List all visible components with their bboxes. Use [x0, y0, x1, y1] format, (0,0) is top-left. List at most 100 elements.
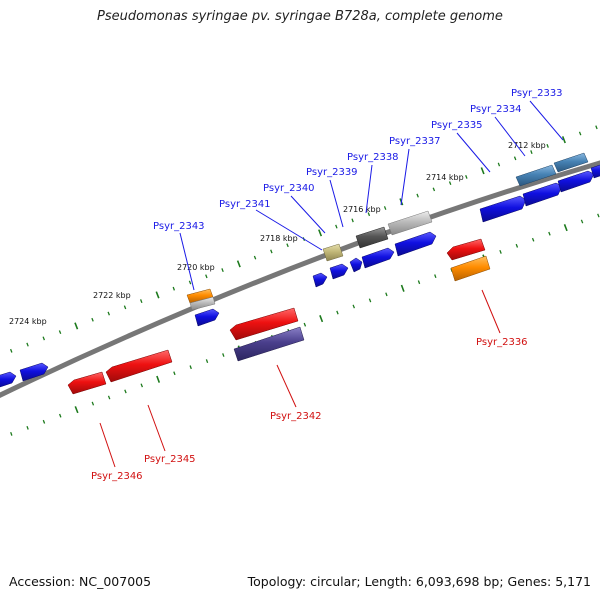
minor-tick	[448, 181, 452, 186]
gene-block[interactable]	[590, 164, 600, 179]
minor-tick	[530, 150, 533, 155]
minor-tick	[107, 311, 111, 316]
gene-block[interactable]	[387, 210, 433, 236]
leader-psyr-2337	[400, 148, 410, 206]
minor-tick	[531, 237, 535, 242]
gene-label-psyr-2333[interactable]: Psyr_2333	[511, 88, 563, 99]
gene-label-psyr-2345[interactable]: Psyr_2345	[144, 454, 196, 465]
minor-tick	[124, 389, 127, 394]
minor-tick	[513, 156, 517, 161]
minor-tick	[42, 419, 46, 424]
gene-label-psyr-2340[interactable]: Psyr_2340	[263, 183, 315, 194]
gene-block[interactable]	[479, 195, 527, 223]
leader-psyr-2339	[329, 179, 344, 228]
gene-blocks	[0, 152, 600, 395]
gene-block[interactable]	[394, 231, 437, 257]
leader-psyr-2346	[99, 422, 116, 468]
minor-tick	[10, 431, 13, 436]
gene-block[interactable]	[361, 247, 395, 269]
minor-tick	[546, 143, 549, 148]
minor-tick	[383, 206, 387, 210]
gene-label-psyr-2346[interactable]: Psyr_2346	[91, 471, 143, 482]
gene-block[interactable]	[557, 170, 595, 193]
minor-tick	[58, 330, 62, 335]
gene-block[interactable]	[189, 296, 216, 311]
gene-block[interactable]	[67, 371, 107, 395]
minor-tick	[515, 243, 519, 248]
gene-block[interactable]	[329, 263, 349, 280]
minor-tick	[417, 280, 421, 285]
tick-label-2724: 2724 kbp	[9, 317, 47, 326]
minor-tick	[205, 274, 208, 279]
gene-block[interactable]	[322, 243, 344, 262]
gene-block[interactable]	[312, 272, 328, 288]
tick-label-2712: 2712 kbp	[508, 141, 546, 150]
tick-track-top	[9, 125, 598, 353]
gene-block[interactable]	[355, 226, 389, 249]
minor-tick	[352, 304, 356, 309]
gene-block[interactable]	[450, 255, 491, 282]
major-tick	[74, 322, 79, 330]
leader-psyr-2343	[179, 232, 195, 291]
minor-tick	[497, 162, 501, 167]
gene-block[interactable]	[446, 238, 486, 261]
gene-block[interactable]	[515, 164, 557, 187]
minor-tick	[335, 224, 338, 229]
gene-label-psyr-2342[interactable]: Psyr_2342	[270, 411, 322, 422]
leader-psyr-2333	[529, 100, 564, 141]
minor-tick	[432, 187, 436, 192]
gene-label-psyr-2339[interactable]: Psyr_2339	[306, 167, 358, 178]
gene-label-psyr-2338[interactable]: Psyr_2338	[347, 152, 399, 163]
minor-tick	[385, 292, 388, 297]
major-tick	[318, 229, 323, 237]
major-tick	[156, 375, 161, 383]
tick-label-2714: 2714 kbp	[426, 173, 464, 182]
minor-tick	[9, 348, 13, 353]
minor-tick	[188, 280, 192, 285]
gene-block[interactable]	[553, 152, 589, 173]
tick-label-2720: 2720 kbp	[177, 263, 215, 272]
gene-block[interactable]	[233, 326, 305, 362]
gene-label-psyr-2335[interactable]: Psyr_2335	[431, 120, 483, 131]
minor-tick	[368, 298, 372, 303]
gene-block[interactable]	[194, 308, 220, 327]
gene-label-psyr-2337[interactable]: Psyr_2337	[389, 136, 441, 147]
gene-block[interactable]	[349, 257, 363, 273]
minor-tick	[91, 317, 94, 322]
minor-tick	[173, 371, 176, 376]
minor-tick	[303, 322, 307, 327]
minor-tick	[416, 193, 419, 198]
leader-psyr-2342	[276, 364, 297, 408]
gene-label-psyr-2334[interactable]: Psyr_2334	[470, 104, 522, 115]
major-tick	[561, 136, 566, 144]
minor-tick	[351, 218, 354, 223]
gene-block[interactable]	[105, 349, 173, 383]
minor-tick	[465, 175, 468, 179]
gene-block[interactable]	[522, 182, 563, 207]
gene-label-psyr-2336[interactable]: Psyr_2336	[476, 337, 528, 348]
major-tick	[400, 284, 405, 292]
major-tick	[236, 260, 241, 268]
minor-tick	[123, 305, 127, 310]
minor-tick	[26, 425, 29, 430]
minor-tick	[107, 395, 111, 400]
gene-label-psyr-2343[interactable]: Psyr_2343	[153, 221, 205, 232]
gene-label-psyr-2341[interactable]: Psyr_2341	[219, 199, 271, 210]
minor-tick	[26, 342, 29, 347]
major-tick	[74, 406, 79, 414]
major-tick	[319, 315, 324, 323]
minor-tick	[286, 243, 289, 248]
minor-tick	[172, 286, 176, 291]
leader-psyr-2335	[456, 132, 491, 173]
gene-block[interactable]	[229, 307, 299, 341]
minor-tick	[221, 268, 224, 273]
gene-block[interactable]	[0, 371, 17, 388]
minor-tick	[140, 383, 144, 388]
gene-block[interactable]	[19, 362, 49, 382]
tick-label-2716: 2716 kbp	[343, 205, 381, 214]
accession-text: Accession: NC_007005	[9, 574, 152, 589]
minor-tick	[139, 299, 143, 304]
minor-tick	[270, 249, 273, 254]
